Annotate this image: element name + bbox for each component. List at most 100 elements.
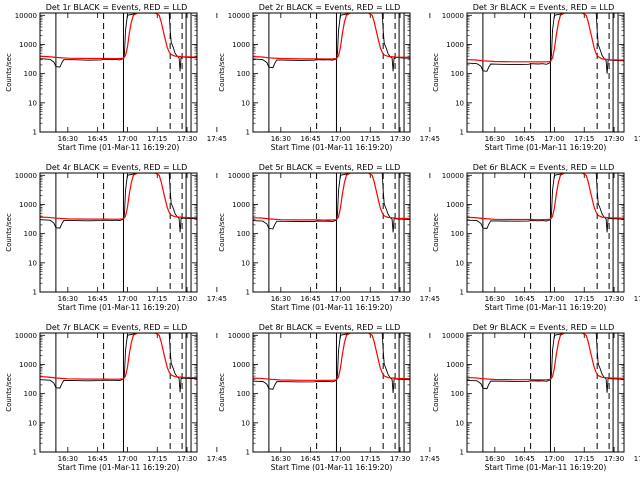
y-tick-label: 10000 bbox=[228, 332, 250, 340]
chart-title: Det 6r BLACK = Events, RED = LLD bbox=[473, 163, 615, 172]
x-tick-label: 17:45 bbox=[420, 135, 440, 143]
x-tick-label: 17:45 bbox=[207, 455, 227, 463]
series-lld-line bbox=[467, 13, 624, 63]
y-tick-label: 10000 bbox=[15, 172, 37, 180]
panel-1: Det 1r BLACK = Events, RED = LLD Counts/s… bbox=[5, 3, 227, 152]
y-tick-label: 1 bbox=[246, 129, 250, 137]
series-lld-line bbox=[40, 173, 197, 220]
x-tick-label: 16:30 bbox=[58, 455, 78, 463]
x-axis-label: Start Time (01-Mar-11 16:19:20) bbox=[58, 463, 180, 472]
x-tick-label: 17:00 bbox=[330, 295, 350, 303]
x-tick-label: 17:15 bbox=[574, 135, 594, 143]
x-tick-label: 17:00 bbox=[544, 135, 564, 143]
y-tick-label: 100 bbox=[237, 390, 250, 398]
chart-title: Det 5r BLACK = Events, RED = LLD bbox=[259, 163, 401, 172]
y-tick-label: 1000 bbox=[446, 201, 464, 209]
x-tick-label: 16:45 bbox=[515, 135, 535, 143]
y-axis-label: Counts/sec bbox=[218, 373, 226, 412]
y-tick-label: 100 bbox=[24, 390, 37, 398]
x-axis-label: Start Time (01-Mar-11 16:19:20) bbox=[485, 463, 607, 472]
x-tick-label: 17:00 bbox=[117, 295, 137, 303]
panel-6: Det 6r BLACK = Events, RED = LLD Counts/s… bbox=[432, 163, 640, 312]
y-tick-label: 1000 bbox=[446, 41, 464, 49]
x-tick-label: 16:30 bbox=[58, 135, 78, 143]
y-tick-label: 100 bbox=[237, 230, 250, 238]
x-tick-label: 17:45 bbox=[420, 455, 440, 463]
series-lld-line bbox=[253, 333, 410, 382]
y-axis-label: Counts/sec bbox=[218, 53, 226, 92]
y-tick-label: 100 bbox=[451, 390, 464, 398]
x-tick-label: 17:15 bbox=[147, 135, 167, 143]
y-axis-label: Counts/sec bbox=[218, 213, 226, 252]
chart-title: Det 2r BLACK = Events, RED = LLD bbox=[259, 3, 401, 12]
series-lld-line bbox=[467, 173, 624, 221]
chart-title: Det 8r BLACK = Events, RED = LLD bbox=[259, 323, 401, 332]
y-tick-label: 10000 bbox=[442, 332, 464, 340]
x-tick-label: 16:45 bbox=[301, 135, 321, 143]
plot-frame bbox=[39, 12, 198, 133]
x-tick-label: 17:30 bbox=[390, 295, 410, 303]
y-tick-label: 10000 bbox=[15, 12, 37, 20]
y-tick-label: 100 bbox=[24, 230, 37, 238]
y-tick-label: 100 bbox=[24, 70, 37, 78]
chart-title: Det 9r BLACK = Events, RED = LLD bbox=[473, 323, 615, 332]
x-tick-label: 16:30 bbox=[58, 295, 78, 303]
y-axis-label: Counts/sec bbox=[5, 373, 13, 412]
y-axis-label: Counts/sec bbox=[432, 53, 440, 92]
x-tick-label: 17:45 bbox=[420, 295, 440, 303]
y-axis-label: Counts/sec bbox=[432, 373, 440, 412]
series-events-line bbox=[40, 333, 197, 393]
plot-frame bbox=[252, 332, 411, 453]
x-tick-label: 17:15 bbox=[574, 455, 594, 463]
x-tick-label: 17:30 bbox=[177, 295, 197, 303]
y-tick-label: 10 bbox=[28, 419, 37, 427]
series-events-line bbox=[467, 333, 624, 393]
series-lld-line bbox=[467, 333, 624, 381]
y-tick-label: 1000 bbox=[232, 361, 250, 369]
x-tick-label: 17:00 bbox=[330, 135, 350, 143]
x-tick-label: 17:30 bbox=[177, 455, 197, 463]
x-tick-label: 16:45 bbox=[88, 455, 108, 463]
y-tick-label: 1 bbox=[460, 449, 464, 457]
x-tick-label: 17:30 bbox=[177, 135, 197, 143]
x-tick-label: 17:15 bbox=[360, 135, 380, 143]
x-tick-label: 17:15 bbox=[574, 295, 594, 303]
panel-5: Det 5r BLACK = Events, RED = LLD Counts/s… bbox=[218, 163, 440, 312]
x-axis-label: Start Time (01-Mar-11 16:19:20) bbox=[485, 143, 607, 152]
y-tick-label: 10 bbox=[241, 419, 250, 427]
series-events-line bbox=[253, 173, 410, 233]
y-tick-label: 1 bbox=[460, 289, 464, 297]
chart-title: Det 7r BLACK = Events, RED = LLD bbox=[46, 323, 188, 332]
plot-frame bbox=[466, 332, 625, 453]
x-tick-label: 17:00 bbox=[117, 135, 137, 143]
y-tick-label: 1 bbox=[246, 449, 250, 457]
panel-2: Det 2r BLACK = Events, RED = LLD Counts/s… bbox=[218, 3, 440, 152]
series-events-line bbox=[253, 13, 410, 72]
x-tick-label: 16:45 bbox=[301, 455, 321, 463]
y-tick-label: 10 bbox=[455, 259, 464, 267]
x-tick-label: 17:15 bbox=[147, 295, 167, 303]
x-tick-label: 16:30 bbox=[271, 295, 291, 303]
plot-frame bbox=[252, 12, 411, 133]
x-tick-label: 16:30 bbox=[485, 135, 505, 143]
x-tick-label: 16:45 bbox=[88, 295, 108, 303]
y-tick-label: 10000 bbox=[442, 12, 464, 20]
y-axis-label: Counts/sec bbox=[5, 213, 13, 252]
y-tick-label: 1 bbox=[33, 449, 37, 457]
x-tick-label: 17:45 bbox=[634, 455, 640, 463]
y-tick-label: 10 bbox=[455, 99, 464, 107]
y-tick-label: 10 bbox=[455, 419, 464, 427]
series-events-line bbox=[467, 13, 624, 74]
series-events-line bbox=[467, 173, 624, 233]
series-lld-line bbox=[253, 13, 410, 60]
x-tick-label: 16:45 bbox=[88, 135, 108, 143]
chart-title: Det 1r BLACK = Events, RED = LLD bbox=[46, 3, 188, 12]
y-axis-label: Counts/sec bbox=[5, 53, 13, 92]
plot-frame bbox=[252, 172, 411, 293]
series-events-line bbox=[253, 333, 410, 394]
y-tick-label: 10000 bbox=[15, 332, 37, 340]
x-axis-label: Start Time (01-Mar-11 16:19:20) bbox=[58, 303, 180, 312]
y-tick-label: 100 bbox=[237, 70, 250, 78]
y-tick-label: 10000 bbox=[228, 12, 250, 20]
